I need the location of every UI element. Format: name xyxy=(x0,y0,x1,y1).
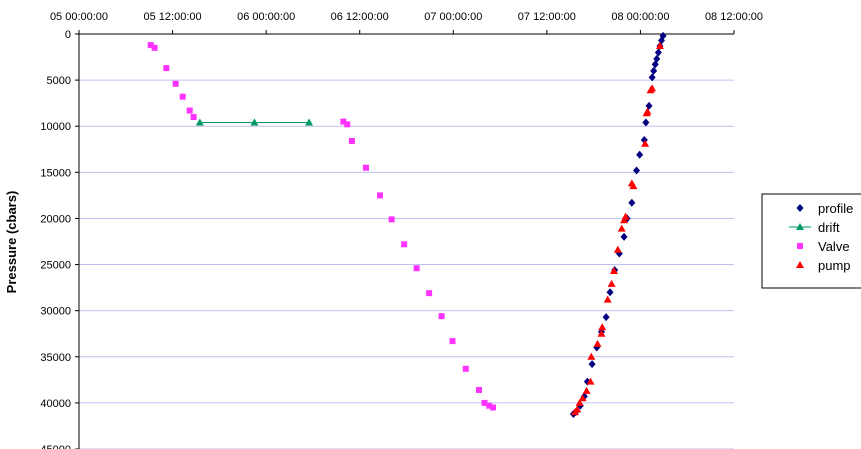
y-tick-label: 25000 xyxy=(40,260,71,272)
profile-point xyxy=(602,313,610,322)
pump-point xyxy=(617,224,626,232)
valve-point xyxy=(147,42,154,49)
drift-point xyxy=(250,118,259,126)
x-tick-label: 05 12:00:00 xyxy=(144,11,202,23)
valve-point xyxy=(388,216,395,223)
pump-point xyxy=(586,377,595,385)
valve-point xyxy=(401,241,408,248)
valve-point xyxy=(462,365,469,372)
pump-point xyxy=(620,216,629,224)
pump-point xyxy=(627,179,636,187)
valve-point xyxy=(376,192,383,199)
x-axis-tick-labels: 05 00:00:00 05 12:00:00 06 00:00:00 06 12:0… xyxy=(50,11,763,23)
legend-box xyxy=(761,193,861,289)
valve-point xyxy=(413,265,420,272)
profile-point xyxy=(636,150,644,159)
drift-point xyxy=(195,118,204,126)
x-tick-label: 05 00:00:00 xyxy=(50,11,108,23)
legend-profile-label: profile xyxy=(818,201,853,216)
legend-valve-label: Valve xyxy=(818,239,850,254)
legend-pump-marker xyxy=(796,261,804,268)
legend-drift-marker xyxy=(796,223,804,230)
x-tick-label: 07 12:00:00 xyxy=(518,11,576,23)
legend-pump-label: pump xyxy=(818,258,851,273)
valve-point xyxy=(151,44,158,51)
pump-point xyxy=(597,329,606,337)
legend-valve-marker xyxy=(797,243,803,249)
y-axis-title: Pressure (cbars) xyxy=(4,191,19,294)
legend-profile-marker xyxy=(796,204,804,212)
pump-point xyxy=(609,267,618,275)
valve-point xyxy=(340,118,347,125)
x-tick-label: 06 00:00:00 xyxy=(237,11,295,23)
x-tick-label: 08 12:00:00 xyxy=(705,11,763,23)
pump-point xyxy=(575,398,584,406)
valve-point xyxy=(163,65,170,72)
valve-point xyxy=(486,402,493,409)
legend-drift-label: drift xyxy=(818,220,840,235)
valve-point xyxy=(348,137,355,144)
pump-point xyxy=(593,339,602,347)
profile-point xyxy=(654,48,662,57)
plot-area xyxy=(147,31,667,418)
legend: profile drift Valve pump xyxy=(761,193,861,289)
y-tick-label: 5000 xyxy=(47,75,71,87)
pump-point xyxy=(582,386,591,394)
valve-point xyxy=(344,121,351,128)
y-tick-label: 40000 xyxy=(40,398,71,410)
pump-point xyxy=(607,279,616,287)
profile-point xyxy=(651,60,659,69)
profile-point xyxy=(628,198,636,207)
valve-point xyxy=(179,93,186,100)
drift-point xyxy=(305,118,314,126)
valve-point xyxy=(490,404,497,411)
pump-point xyxy=(641,139,650,147)
y-tick-label: 10000 xyxy=(40,121,71,133)
pump-point xyxy=(603,295,612,303)
y-tick-label: 20000 xyxy=(40,213,71,225)
profile-point xyxy=(642,118,650,127)
x-tick-label: 07 00:00:00 xyxy=(424,11,482,23)
profile-point xyxy=(606,288,614,297)
gridlines xyxy=(79,79,734,449)
valve-point xyxy=(362,164,369,171)
profile-point xyxy=(620,232,628,241)
valve-point xyxy=(186,107,193,114)
y-tick-label: 15000 xyxy=(40,167,71,179)
y-tick-label: 35000 xyxy=(40,352,71,364)
valve-point xyxy=(476,386,483,393)
pump-point xyxy=(578,394,587,402)
profile-point xyxy=(633,166,641,175)
pump-point xyxy=(587,352,596,360)
y-tick-label: 30000 xyxy=(40,306,71,318)
profile-point xyxy=(588,360,596,369)
pump-point xyxy=(655,41,664,49)
profile-point xyxy=(645,101,653,110)
y-axis-tick-labels: 0 5000 10000 15000 20000 25000 30000 35000 40000… xyxy=(40,29,71,449)
pump-point xyxy=(613,245,622,253)
y-tick-label: 45000 xyxy=(40,444,71,449)
pump-point xyxy=(570,408,579,416)
pump-point xyxy=(646,86,655,94)
x-tick-label: 08 00:00:00 xyxy=(611,11,669,23)
pump-point xyxy=(598,323,607,331)
valve-point xyxy=(172,80,179,87)
valve-point xyxy=(426,290,433,297)
profile-point xyxy=(648,73,656,82)
pump-point xyxy=(642,109,651,117)
valve-point xyxy=(449,338,456,345)
y-tick-label: 0 xyxy=(65,29,71,41)
profile-point xyxy=(650,66,658,75)
axes xyxy=(75,30,735,449)
valve-point xyxy=(190,114,197,120)
valve-point xyxy=(481,399,488,406)
x-tick-label: 06 12:00:00 xyxy=(331,11,389,23)
valve-point xyxy=(438,313,445,320)
